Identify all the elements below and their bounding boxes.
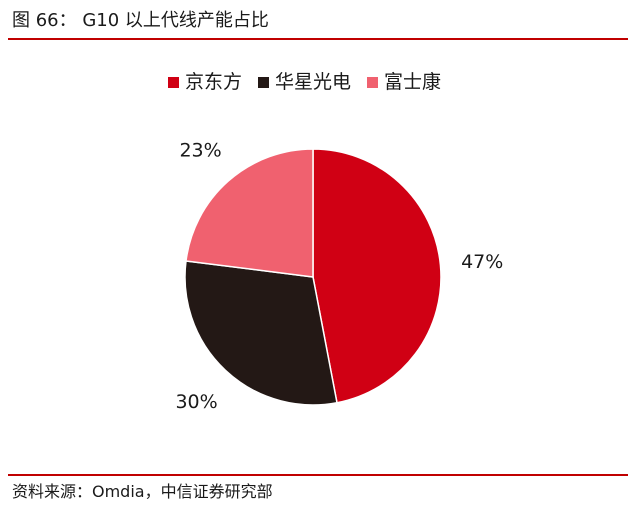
data-label-csot: 30% [175,391,217,413]
bottom-divider [8,474,628,476]
top-divider [8,38,628,40]
legend-item-csot: 华星光电 [258,70,351,94]
legend-label-foxconn: 富士康 [384,71,442,93]
pie-slice-csot [184,260,338,406]
legend-label-boe: 京东方 [185,71,243,93]
data-label-foxconn: 23% [179,140,221,162]
legend-swatch-foxconn [367,76,379,88]
legend-item-foxconn: 富士康 [367,70,441,94]
legend-label-csot: 华星光电 [275,71,352,93]
chart-legend: 京东方 华星光电 富士康 [168,70,457,94]
legend-swatch-csot [258,76,270,88]
pie-slice-boe [312,148,442,404]
legend-item-boe: 京东方 [168,70,242,94]
source-note: 资料来源：Omdia，中信证券研究部 [12,482,273,501]
pie-slice-foxconn [185,148,314,278]
figure-title: 图 66： G10 以上代线产能占比 [12,10,269,31]
data-label-boe: 47% [461,251,503,273]
legend-swatch-boe [168,76,179,88]
